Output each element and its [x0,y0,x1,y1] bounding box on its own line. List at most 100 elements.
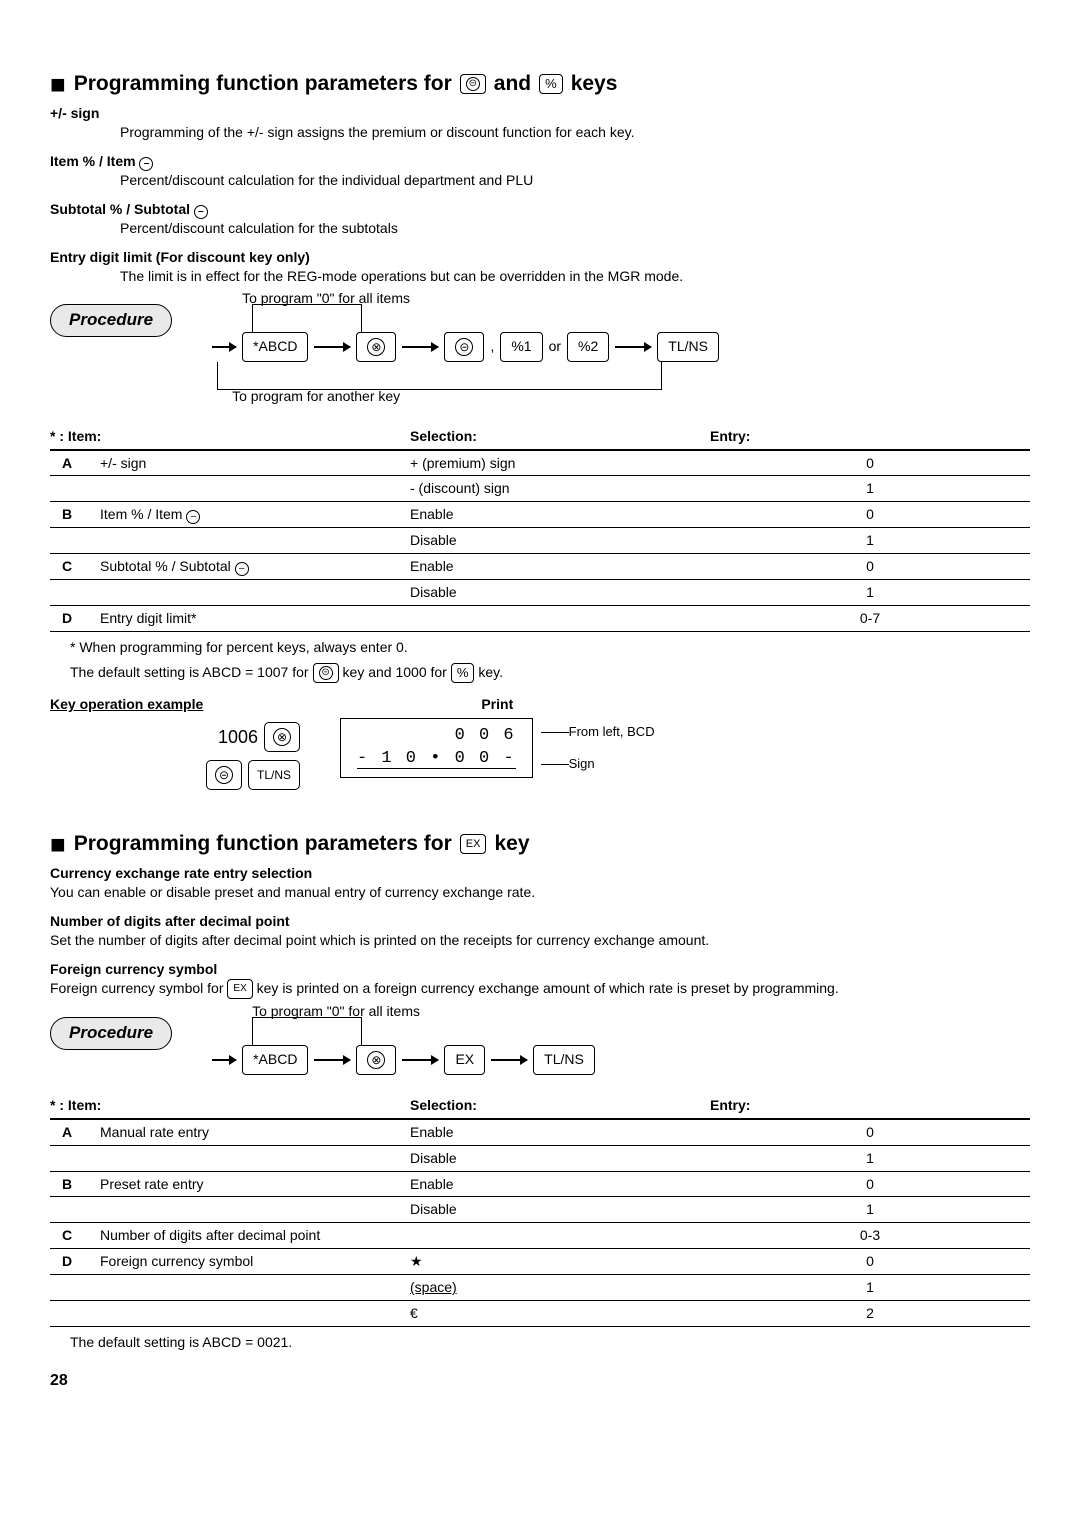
ex-key-icon: EX [227,979,252,999]
minus-circ-icon: – [139,157,153,171]
key-op-example: Key operation example 1006 ⊗ ⊝ TL/NS Pri… [50,695,1030,790]
bullet: ■ [50,71,66,97]
receipt-line-1: 0 0 6 [357,725,516,748]
koe-mul-key: ⊗ [264,722,300,752]
table-row: Disable1 [50,580,1030,606]
arrow-icon [402,1059,438,1061]
def-limit-body: The limit is in effect for the REG-mode … [120,267,1030,286]
table-row: - (discount) sign1 [50,476,1030,502]
arrow-icon [314,1059,350,1061]
flow-pct2-key: %2 [567,332,609,362]
annot-2: Sign [541,755,655,773]
arrow-icon [402,346,438,348]
koe-minus-key: ⊝ [206,760,242,790]
table-row: Disable1 [50,528,1030,554]
flow-multiply-key: ⊗ [356,332,396,362]
flow-multiply-key: ⊗ [356,1045,396,1075]
section-1: ■ Programming function parameters for ⊝ … [50,70,1030,790]
def-cur-body: You can enable or disable preset and man… [50,883,1030,902]
section-2-title: ■ Programming function parameters for EX… [50,830,1030,858]
flow-or: or [549,337,561,356]
procedure-1: Procedure To program "0" for all items *… [50,304,1030,390]
def-item: Item % / Item – Percent/discount calcula… [50,152,1030,190]
title-text-post: key [494,830,529,858]
th-selection: Selection: [410,424,710,450]
page-number: 28 [50,1370,1030,1392]
def-limit: Entry digit limit (For discount key only… [50,248,1030,286]
table-row: Disable1 [50,1145,1030,1171]
note-1: * When programming for percent keys, alw… [70,638,1030,657]
flow-tlns-key: TL/NS [533,1045,595,1075]
table-row: €2 [50,1301,1030,1327]
th-selection: Selection: [410,1093,710,1119]
koe-head-right: Print [340,695,655,714]
flow-2: To program "0" for all items *ABCD ⊗ EX … [212,1017,595,1075]
ex-key-icon: EX [460,834,487,854]
flow-tlns-key: TL/NS [657,332,719,362]
def-limit-term: Entry digit limit (For discount key only… [50,248,1030,267]
receipt: 0 0 6 - 1 0 • 0 0 - [340,718,533,778]
def-cur-term: Currency exchange rate entry selection [50,864,1030,883]
koe-tlns-key: TL/NS [248,760,300,790]
table-row: DEntry digit limit*0-7 [50,606,1030,632]
def-item-body: Percent/discount calculation for the ind… [120,171,1030,190]
def-sign-body: Programming of the +/- sign assigns the … [120,123,1030,142]
def-subtotal: Subtotal % / Subtotal – Percent/discount… [50,200,1030,238]
def-dec-term: Number of digits after decimal point [50,912,1030,931]
def-item-term: Item % / Item – [50,152,1030,171]
table-row: CNumber of digits after decimal point0-3 [50,1223,1030,1249]
minus-circ-icon: – [186,510,200,524]
th-item: * : Item: [50,424,410,450]
def-sign-term: +/- sign [50,104,1030,123]
table-row: CSubtotal % / Subtotal –Enable0 [50,554,1030,580]
section-1-title: ■ Programming function parameters for ⊝ … [50,70,1030,98]
title-text-post: keys [571,70,618,98]
receipt-line-2: - 1 0 • 0 0 - [357,748,516,771]
flow-ex-key: EX [444,1045,485,1075]
flow-pct1-key: %1 [500,332,542,362]
flow-1: To program "0" for all items *ABCD ⊗ ⊝ ,… [212,304,719,390]
percent-key-icon: % [451,663,475,683]
th-entry: Entry: [710,424,1030,450]
def-dec-body: Set the number of digits after decimal p… [50,931,1030,950]
table-row: (space)1 [50,1275,1030,1301]
arrow-icon [615,346,651,348]
title-text-pre: Programming function parameters for [74,70,452,98]
note-3: The default setting is ABCD = 0021. [70,1333,1030,1352]
flow-abcd: *ABCD [242,332,308,362]
flow-minus-key: ⊝ [444,332,484,362]
arrow-icon [212,1059,236,1061]
procedure-pill: Procedure [50,304,172,337]
koe-head-left: Key operation example [50,695,300,714]
def-fcs: Foreign currency symbol Foreign currency… [50,960,1030,999]
def-currency: Currency exchange rate entry selection Y… [50,864,1030,902]
procedure-2: Procedure To program "0" for all items *… [50,1017,1030,1075]
title-text-pre: Programming function parameters for [74,830,452,858]
note-2: The default setting is ABCD = 1007 for ⊝… [70,663,1030,683]
flow-cap-bot: To program for another key [232,387,400,406]
table-row: BItem % / Item –Enable0 [50,502,1030,528]
minus-key-icon: ⊝ [460,74,486,94]
minus-circ-icon: – [194,205,208,219]
th-item: * : Item: [50,1093,410,1119]
def-sub-body: Percent/discount calculation for the sub… [120,219,1030,238]
bullet: ■ [50,831,66,857]
arrow-icon [314,346,350,348]
table-row: DForeign currency symbol★0 [50,1249,1030,1275]
def-fcs-body: Foreign currency symbol for EX key is pr… [50,979,1030,999]
flow-comma: , [490,337,494,356]
table-row: Disable1 [50,1197,1030,1223]
table-row: A+/- sign+ (premium) sign0 [50,450,1030,476]
def-fcs-term: Foreign currency symbol [50,960,1030,979]
percent-key-icon: % [539,74,563,94]
table-row: BPreset rate entryEnable0 [50,1171,1030,1197]
def-sign: +/- sign Programming of the +/- sign ass… [50,104,1030,142]
procedure-pill: Procedure [50,1017,172,1050]
def-sub-term: Subtotal % / Subtotal – [50,200,1030,219]
minus-key-icon: ⊝ [313,663,339,683]
and-text: and [494,70,531,98]
def-decimal: Number of digits after decimal point Set… [50,912,1030,950]
arrow-icon [491,1059,527,1061]
items-table-1: * : Item: Selection: Entry: A+/- sign+ (… [50,424,1030,632]
flow-abcd: *ABCD [242,1045,308,1075]
